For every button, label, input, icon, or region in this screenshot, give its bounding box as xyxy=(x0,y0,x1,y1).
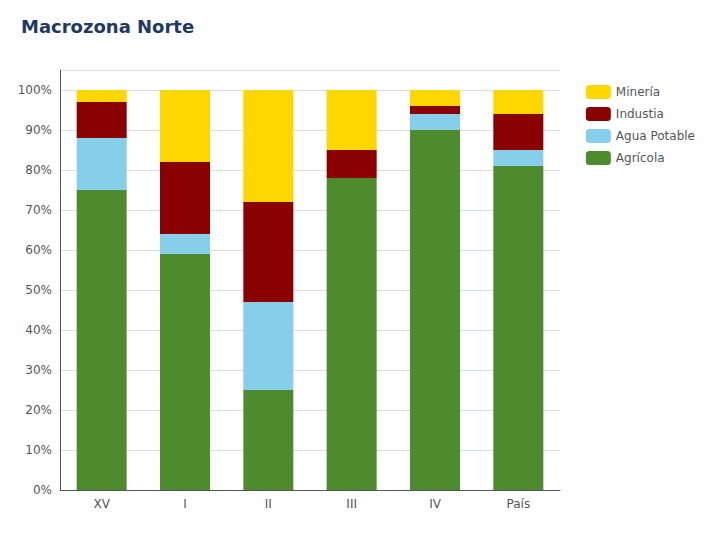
svg-text:100%: 100% xyxy=(18,83,52,97)
svg-text:90%: 90% xyxy=(25,123,52,137)
svg-text:30%: 30% xyxy=(25,363,52,377)
svg-text:70%: 70% xyxy=(25,203,52,217)
svg-text:Macrozona Norte: Macrozona Norte xyxy=(21,16,194,37)
svg-text:XV: XV xyxy=(93,497,110,511)
svg-text:20%: 20% xyxy=(25,403,52,417)
svg-text:0%: 0% xyxy=(33,483,52,497)
svg-text:I: I xyxy=(183,497,187,511)
svg-text:IV: IV xyxy=(429,497,442,511)
svg-text:60%: 60% xyxy=(25,243,52,257)
svg-text:País: País xyxy=(507,497,531,511)
svg-text:50%: 50% xyxy=(25,283,52,297)
svg-text:Agrícola: Agrícola xyxy=(616,151,665,165)
svg-text:II: II xyxy=(265,497,272,511)
svg-text:Minería: Minería xyxy=(616,85,660,99)
svg-text:III: III xyxy=(346,497,357,511)
svg-text:10%: 10% xyxy=(25,443,52,457)
svg-text:Agua Potable: Agua Potable xyxy=(616,129,695,143)
svg-text:40%: 40% xyxy=(25,323,52,337)
svg-text:Industia: Industia xyxy=(616,107,664,121)
svg-text:80%: 80% xyxy=(25,163,52,177)
